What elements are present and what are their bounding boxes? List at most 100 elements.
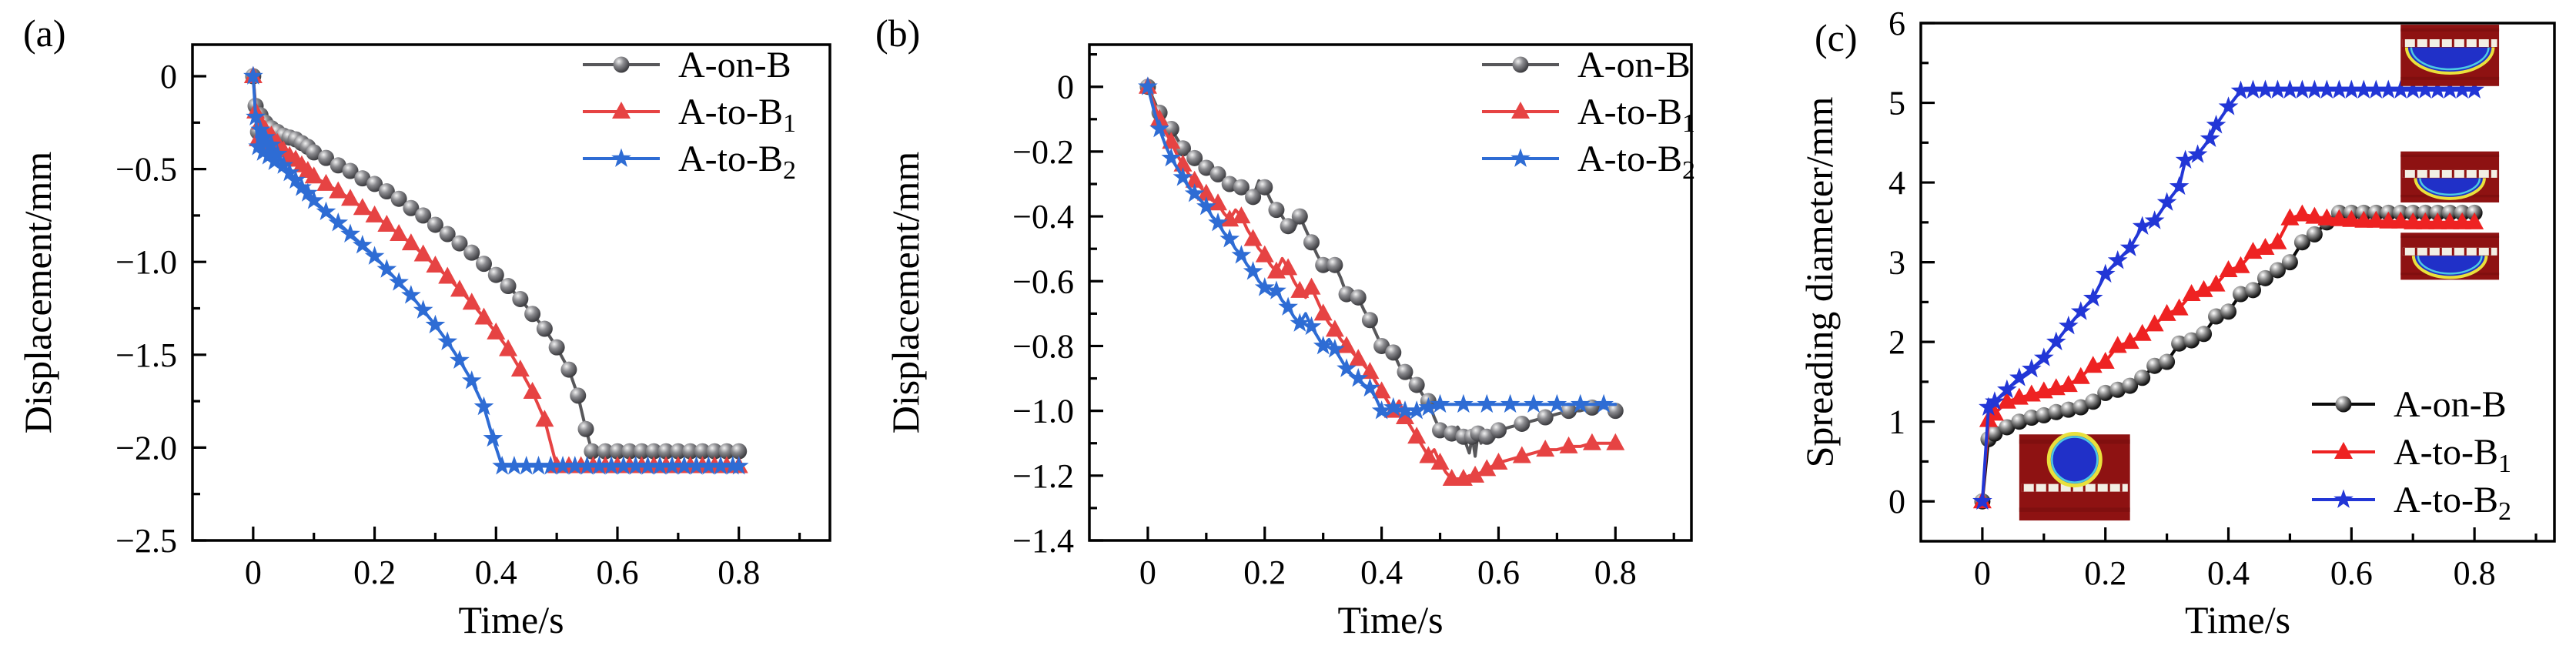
star-marker [625,456,646,475]
sphere-marker [1385,344,1402,361]
panel-label: (c) [1815,16,1858,59]
star-marker [564,456,585,475]
x-tick-label: 0.4 [2207,554,2250,592]
triangle-marker [2206,274,2226,292]
sphere-marker [670,443,687,460]
sphere-marker [621,443,638,460]
triangle-marker [1313,303,1333,321]
sphere-marker [330,157,346,174]
sphere-marker [342,162,359,179]
legend-entry-A-on-B: A-on-B [2312,384,2507,425]
star-marker [2292,79,2313,99]
star-marker [2341,79,2362,99]
legend-star-marker [611,148,631,167]
triangle-marker [353,198,372,216]
sphere-marker [2073,399,2089,416]
y-tick-label: −1.0 [115,243,177,281]
star-marker [2304,79,2325,99]
sphere-marker [415,207,432,224]
star-marker [2329,79,2350,99]
sphere-marker [634,443,651,460]
chart-c: 0 0.2 0.4 0.6 0.8 0 1 2 3 4 5 6 Time/s Spreading diam… [1798,5,2556,641]
star-marker [1173,167,1193,186]
star-marker [246,106,266,125]
star-marker [1407,400,1427,420]
triangle-marker [1582,433,1601,450]
sphere-marker [2208,308,2225,325]
star-marker [662,456,682,475]
droplet-shape [2046,431,2103,488]
plot-frame [1919,22,2556,543]
star-marker [1570,393,1591,413]
star-marker [2021,358,2042,378]
triangle-marker [2330,209,2349,226]
sphere-marker [390,190,407,207]
sphere-marker [2036,406,2052,423]
sphere-marker [1999,419,2016,436]
star-marker [297,182,318,202]
triangle-marker [1185,170,1204,188]
triangle-marker [1255,245,1274,263]
star-marker [255,127,276,146]
triangle-marker [2354,210,2374,228]
x-tick-label: 0 [1139,554,1156,591]
sphere-marker [577,420,594,437]
series-line-A-to-B2 [1146,85,1618,416]
triangle-marker [426,256,445,273]
star-marker [2317,79,2337,99]
star-marker [2378,79,2399,99]
star-marker [601,456,621,475]
x-axis-label: Time/s [1337,598,1443,641]
y-tick-label: −2.5 [115,522,177,560]
series-markers-A-on-B [1139,79,1624,445]
sphere-marker [2257,269,2273,286]
star-marker [1430,393,1450,413]
sphere-marker [560,361,577,378]
star-marker [1184,183,1205,202]
sphere-marker [2159,353,2176,370]
star-marker [1301,316,1322,336]
legend-entry-A-to-B1: A-to-B1 [1482,92,1695,138]
y-tick-label: −0.5 [115,151,177,189]
triangle-marker [377,214,396,232]
legend-label-A-on-B: A-on-B [1577,45,1691,85]
triangle-marker [1209,193,1228,211]
x-tick-label: 0.8 [2454,554,2496,592]
star-marker [286,169,306,189]
sphere-marker [536,320,553,337]
star-marker [589,456,610,475]
x-tick-label: 0 [1974,554,1991,592]
sphere-marker [366,176,383,192]
pool-shape [2413,256,2487,278]
sphere-marker [2122,377,2139,394]
pool-rim-inner [2419,178,2481,196]
sphere-marker [354,170,371,187]
x-tick-label: 0.6 [1477,554,1520,591]
star-marker [437,331,458,350]
x-tick-label: 0.8 [718,554,760,591]
sphere-marker [731,443,748,460]
triangle-marker [1337,336,1357,353]
star-marker [1208,212,1228,232]
series-markers-A-on-B [245,68,748,460]
sphere-marker [2085,393,2102,410]
triangle-marker [413,244,433,262]
star-marker [674,456,694,475]
sphere-marker [2023,410,2040,427]
panel-c: 0 0.2 0.4 0.6 0.8 0 1 2 3 4 5 6 Time/s Spreading diam… [1717,0,2576,659]
sphere-marker [2048,403,2065,420]
x-tick-label: 0.2 [1243,554,1286,591]
sphere-marker [463,244,480,261]
triangle-marker [1985,403,2004,421]
y-tick-label: 4 [1889,164,1905,202]
sphere-marker [1280,218,1296,235]
sphere-marker [1326,256,1343,273]
star-marker [1371,400,1392,420]
triangle-marker [2391,211,2410,229]
star-marker [340,223,360,243]
triangle-marker [2305,206,2324,224]
star-marker [258,146,279,165]
star-marker [376,259,397,278]
star-marker [316,201,336,220]
